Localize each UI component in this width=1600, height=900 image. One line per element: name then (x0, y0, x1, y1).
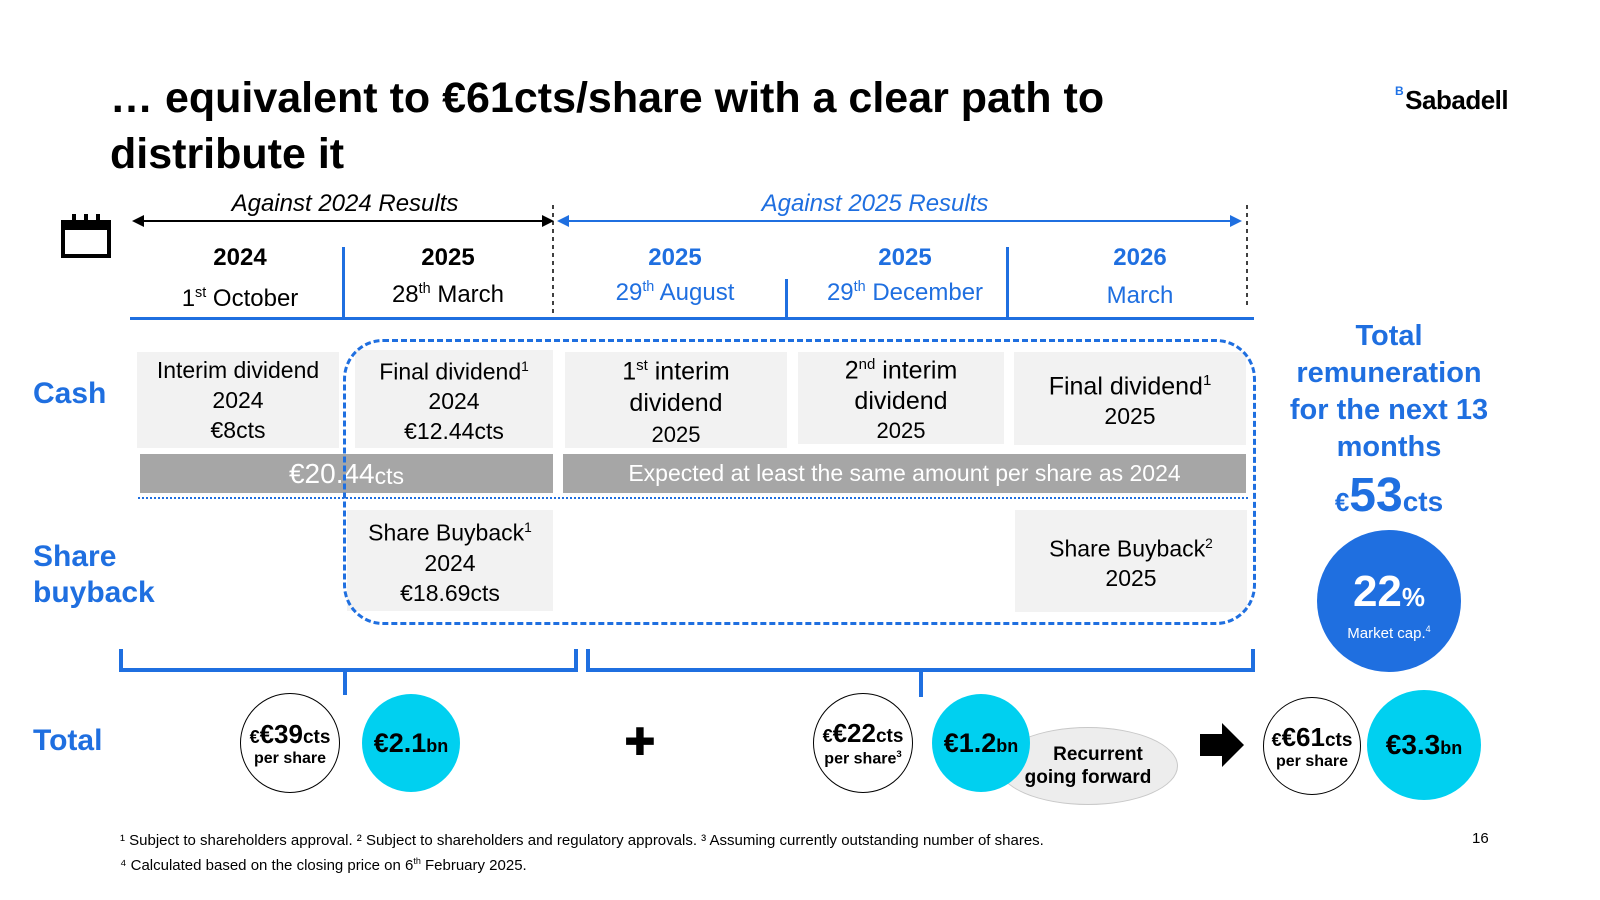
market-cap-badge: 22% Market cap.4 (1317, 530, 1461, 672)
row-label-total: Total (33, 724, 103, 757)
side-amount: €53cts (1334, 469, 1444, 522)
footnote-1: ¹ Subject to shareholders approval. ² Su… (120, 832, 1044, 849)
side-heading: Total remuneration for the next 13 months (1289, 320, 1489, 463)
row-separator (138, 497, 1248, 499)
total-brackets (119, 649, 1255, 697)
cash-total-2024-bar: €20.44 cts (140, 454, 553, 493)
cash-box-interim1-2025: 1st interim dividend 2025 (565, 352, 787, 448)
page-title: … equivalent to €61cts/share with a clea… (110, 74, 1105, 178)
arrow-right-icon (1200, 723, 1244, 767)
timeline-year-2: 2025 (421, 244, 475, 271)
total-2025-bn: €1.2bn (932, 694, 1030, 792)
page-number: 16 (1472, 830, 1489, 847)
total-2024-bn: €2.1bn (362, 694, 460, 792)
timeline-year-3: 2025 (648, 244, 702, 271)
cash-box-final-2024: Final dividend1 2024 €12.44cts (355, 350, 553, 448)
timeline-divider (785, 279, 788, 319)
cash-box-final-2025: Final dividend1 2025 (1014, 352, 1246, 445)
footnote-2: ⁴ Calculated based on the closing price … (120, 856, 527, 874)
timeline-baseline (130, 317, 1254, 320)
row-label-cash: Cash (33, 377, 107, 410)
distribution-outline (343, 339, 1256, 625)
period-2024-label: Against 2024 Results (231, 190, 459, 217)
period-arrows (132, 205, 1248, 313)
plus-icon: ✚ (624, 722, 656, 764)
timeline-divider (342, 247, 345, 319)
cash-box-interim-2024: Interim dividend 2024 €8cts (137, 352, 339, 448)
timeline-date-5: March (1106, 282, 1174, 309)
buyback-box-2025: Share Buyback2 2025 (1015, 510, 1247, 612)
timeline-date-4: 29th December (826, 279, 984, 306)
sabadell-logo: BSabadell (1395, 84, 1509, 116)
timeline-year-4: 2025 (878, 244, 932, 271)
logo-text: Sabadell (1405, 85, 1509, 115)
period-2025-label: Against 2025 Results (761, 190, 989, 217)
row-label-share-buyback: Share buyback (33, 540, 155, 609)
logo-mark: B (1395, 84, 1404, 99)
total-bn: €3.3bn (1367, 690, 1481, 800)
cash-expected-2025-bar: Expected at least the same amount per sh… (563, 454, 1246, 493)
calendar-icon (61, 214, 111, 258)
timeline-date-2: 28th March (391, 281, 505, 308)
recurrent-badge: Recurrent going forward (998, 727, 1178, 805)
timeline-year-1: 2024 (213, 244, 267, 271)
timeline-date-1: 1st October (181, 285, 299, 312)
total-2025-per-share: €€22cts per share3 (813, 693, 913, 793)
timeline-year-5: 2026 (1113, 244, 1167, 271)
timeline-date-3: 29th August (615, 279, 735, 306)
timeline-divider (1006, 247, 1009, 319)
cash-box-interim2-2025: 2nd interim dividend 2025 (798, 352, 1004, 444)
total-per-share: €€61cts per share (1263, 697, 1361, 795)
total-2024-per-share: €€39cts per share (240, 693, 340, 793)
